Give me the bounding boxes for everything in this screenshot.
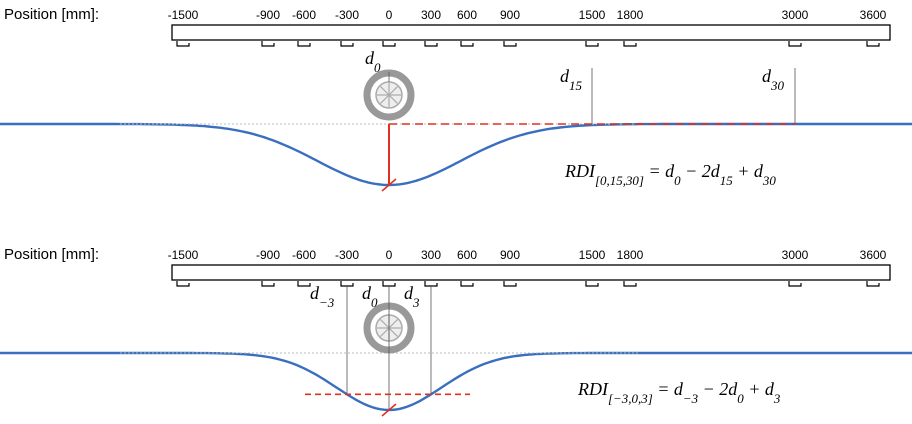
spoke xyxy=(380,86,390,96)
formula-part: RDI xyxy=(577,379,609,399)
formula-sub: 15 xyxy=(720,173,733,188)
sensor xyxy=(297,41,311,47)
formula-sub: [−3,0,3] xyxy=(608,391,653,406)
spoke xyxy=(388,86,398,96)
position-tick: -900 xyxy=(256,8,280,22)
position-tick: -1500 xyxy=(168,8,199,22)
position-tick: 3000 xyxy=(782,248,809,262)
position-tick: 1800 xyxy=(617,8,644,22)
sensor xyxy=(788,41,802,47)
formula-sub: −3 xyxy=(683,391,699,406)
spoke xyxy=(380,327,390,337)
sensor-label-sub: −3 xyxy=(319,295,335,310)
beam xyxy=(171,24,891,41)
position-label: Position [mm]: xyxy=(4,246,99,263)
sensor-label-base: d xyxy=(362,283,372,303)
position-tick: 900 xyxy=(500,8,520,22)
formula-sub: [0,15,30] xyxy=(595,173,644,188)
formula: RDI[0,15,30] = d0 − 2d15 + d30 xyxy=(564,161,776,188)
spoke xyxy=(388,94,398,104)
position-tick: 1500 xyxy=(579,8,606,22)
sensor-label-base: d xyxy=(310,283,320,303)
sensor-label: d30 xyxy=(762,66,785,93)
position-label: Position [mm]: xyxy=(4,6,99,23)
position-tick: -600 xyxy=(292,248,316,262)
sensor xyxy=(460,41,474,47)
beam xyxy=(171,264,891,281)
formula-sub: 3 xyxy=(773,391,781,406)
spoke xyxy=(388,319,398,329)
position-tick: 3000 xyxy=(782,8,809,22)
position-tick: 1500 xyxy=(579,248,606,262)
position-tick: 600 xyxy=(457,248,477,262)
formula-sub: 30 xyxy=(762,173,776,188)
sensor-label-sub: 0 xyxy=(371,295,378,310)
position-tick: 900 xyxy=(500,248,520,262)
position-tick: 600 xyxy=(457,8,477,22)
sensor xyxy=(866,281,880,287)
sensor xyxy=(623,41,637,47)
sensor xyxy=(585,281,599,287)
position-tick: -1500 xyxy=(168,248,199,262)
deflection-mark xyxy=(381,403,397,417)
sensor-label: d−3 xyxy=(310,283,335,310)
sensor-label: d0 xyxy=(365,48,381,75)
position-tick: 300 xyxy=(421,248,441,262)
formula-part: + d xyxy=(733,161,764,181)
position-tick: 3600 xyxy=(860,248,887,262)
position-tick: 1800 xyxy=(617,248,644,262)
sensor xyxy=(261,41,275,47)
sensor xyxy=(866,41,880,47)
sensor xyxy=(382,41,396,47)
spoke xyxy=(388,327,398,337)
sensor xyxy=(176,281,190,287)
formula-part: RDI xyxy=(564,161,596,181)
sensor xyxy=(340,41,354,47)
position-tick: 0 xyxy=(386,248,393,262)
sensor-label-base: d xyxy=(365,48,375,68)
formula-sub: 0 xyxy=(674,173,681,188)
sensor xyxy=(503,281,517,287)
sensor xyxy=(788,281,802,287)
formula-part: − 2d xyxy=(698,379,738,399)
sensor xyxy=(503,41,517,47)
position-tick: -600 xyxy=(292,8,316,22)
position-tick: -300 xyxy=(335,248,359,262)
sensor-label-base: d xyxy=(762,66,772,86)
sensor xyxy=(585,41,599,47)
deflection-mark xyxy=(381,178,397,192)
sensor-label: d0 xyxy=(362,283,378,310)
formula-sub: 0 xyxy=(737,391,744,406)
formula: RDI[−3,0,3] = d−3 − 2d0 + d3 xyxy=(577,379,781,406)
position-tick: 0 xyxy=(386,8,393,22)
sensor-label-sub: 0 xyxy=(374,60,381,75)
formula-part: + d xyxy=(744,379,775,399)
sensor xyxy=(424,41,438,47)
formula-part: = d xyxy=(644,161,675,181)
sensor xyxy=(261,281,275,287)
position-tick: 3600 xyxy=(860,8,887,22)
sensor-label: d3 xyxy=(404,283,420,310)
sensor xyxy=(460,281,474,287)
position-tick: 300 xyxy=(421,8,441,22)
spoke xyxy=(380,94,390,104)
formula-part: = d xyxy=(653,379,684,399)
sensor-label-base: d xyxy=(404,283,414,303)
sensor-label-base: d xyxy=(560,66,570,86)
sensor xyxy=(176,41,190,47)
sensor-label-sub: 3 xyxy=(412,295,420,310)
position-tick: -900 xyxy=(256,248,280,262)
sensor-label: d15 xyxy=(560,66,583,93)
sensor xyxy=(297,281,311,287)
sensor-label-sub: 30 xyxy=(770,78,785,93)
spoke xyxy=(380,319,390,329)
position-tick: -300 xyxy=(335,8,359,22)
formula-part: − 2d xyxy=(681,161,721,181)
sensor-label-sub: 15 xyxy=(569,78,583,93)
sensor xyxy=(623,281,637,287)
